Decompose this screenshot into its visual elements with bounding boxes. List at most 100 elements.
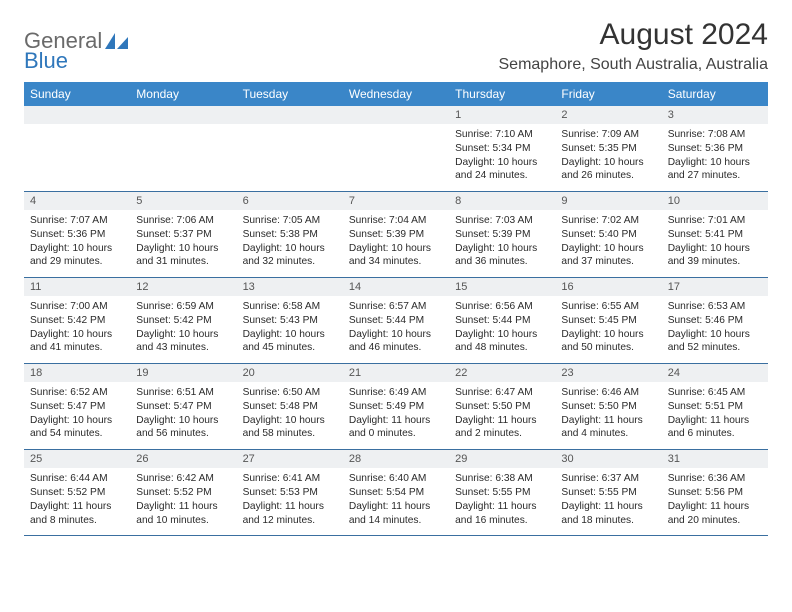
day-sunset: Sunset: 5:39 PM	[349, 228, 443, 242]
day-cell: Sunrise: 6:53 AMSunset: 5:46 PMDaylight:…	[662, 296, 768, 363]
weekday-header: Wednesday	[343, 82, 449, 106]
day-day1: Daylight: 11 hours	[668, 500, 762, 514]
day-number: 16	[555, 278, 661, 296]
day-day1: Daylight: 10 hours	[243, 414, 337, 428]
day-day2: and 20 minutes.	[668, 514, 762, 528]
day-day1: Daylight: 10 hours	[136, 242, 230, 256]
day-number: 15	[449, 278, 555, 296]
day-day1: Daylight: 11 hours	[668, 414, 762, 428]
day-number: 9	[555, 192, 661, 210]
day-sunset: Sunset: 5:50 PM	[455, 400, 549, 414]
day-sunset: Sunset: 5:42 PM	[30, 314, 124, 328]
day-sunset: Sunset: 5:35 PM	[561, 142, 655, 156]
day-sunset: Sunset: 5:55 PM	[455, 486, 549, 500]
day-day1: Daylight: 10 hours	[243, 328, 337, 342]
day-day2: and 24 minutes.	[455, 169, 549, 183]
day-sunset: Sunset: 5:44 PM	[349, 314, 443, 328]
day-number: 1	[449, 106, 555, 124]
day-day1: Daylight: 10 hours	[455, 242, 549, 256]
day-cell: Sunrise: 6:42 AMSunset: 5:52 PMDaylight:…	[130, 468, 236, 535]
day-day2: and 26 minutes.	[561, 169, 655, 183]
weekday-header-row: SundayMondayTuesdayWednesdayThursdayFrid…	[24, 82, 768, 106]
day-cell: Sunrise: 6:55 AMSunset: 5:45 PMDaylight:…	[555, 296, 661, 363]
day-number: 4	[24, 192, 130, 210]
day-day2: and 50 minutes.	[561, 341, 655, 355]
day-sunset: Sunset: 5:37 PM	[136, 228, 230, 242]
day-sunrise: Sunrise: 6:51 AM	[136, 386, 230, 400]
day-number: 29	[449, 450, 555, 468]
day-cell: Sunrise: 6:37 AMSunset: 5:55 PMDaylight:…	[555, 468, 661, 535]
logo-sail-icon	[104, 31, 130, 51]
details-row: Sunrise: 6:52 AMSunset: 5:47 PMDaylight:…	[24, 382, 768, 449]
logo-text-blue: Blue	[24, 48, 68, 74]
day-number: 11	[24, 278, 130, 296]
day-cell: Sunrise: 6:36 AMSunset: 5:56 PMDaylight:…	[662, 468, 768, 535]
day-sunrise: Sunrise: 7:08 AM	[668, 128, 762, 142]
day-cell: Sunrise: 6:44 AMSunset: 5:52 PMDaylight:…	[24, 468, 130, 535]
day-sunrise: Sunrise: 6:49 AM	[349, 386, 443, 400]
day-sunset: Sunset: 5:45 PM	[561, 314, 655, 328]
day-day2: and 37 minutes.	[561, 255, 655, 269]
day-number: 13	[237, 278, 343, 296]
day-day2: and 34 minutes.	[349, 255, 443, 269]
day-day2: and 32 minutes.	[243, 255, 337, 269]
day-number: 2	[555, 106, 661, 124]
daynum-row: 123	[24, 106, 768, 124]
day-day1: Daylight: 11 hours	[455, 414, 549, 428]
weekday-header: Friday	[555, 82, 661, 106]
day-sunset: Sunset: 5:46 PM	[668, 314, 762, 328]
day-sunrise: Sunrise: 6:44 AM	[30, 472, 124, 486]
day-day2: and 4 minutes.	[561, 427, 655, 441]
calendar: SundayMondayTuesdayWednesdayThursdayFrid…	[24, 82, 768, 536]
day-cell: Sunrise: 7:07 AMSunset: 5:36 PMDaylight:…	[24, 210, 130, 277]
day-day2: and 31 minutes.	[136, 255, 230, 269]
day-day2: and 2 minutes.	[455, 427, 549, 441]
day-cell: Sunrise: 7:00 AMSunset: 5:42 PMDaylight:…	[24, 296, 130, 363]
day-number: 23	[555, 364, 661, 382]
day-sunset: Sunset: 5:41 PM	[668, 228, 762, 242]
day-sunrise: Sunrise: 7:00 AM	[30, 300, 124, 314]
weekday-header: Sunday	[24, 82, 130, 106]
day-day2: and 46 minutes.	[349, 341, 443, 355]
week-row: 45678910Sunrise: 7:07 AMSunset: 5:36 PMD…	[24, 192, 768, 278]
day-number: 18	[24, 364, 130, 382]
day-sunset: Sunset: 5:40 PM	[561, 228, 655, 242]
day-cell: Sunrise: 6:46 AMSunset: 5:50 PMDaylight:…	[555, 382, 661, 449]
week-row: 25262728293031Sunrise: 6:44 AMSunset: 5:…	[24, 450, 768, 536]
day-day1: Daylight: 10 hours	[136, 414, 230, 428]
day-sunset: Sunset: 5:43 PM	[243, 314, 337, 328]
day-day2: and 10 minutes.	[136, 514, 230, 528]
day-number	[343, 106, 449, 124]
day-sunset: Sunset: 5:53 PM	[243, 486, 337, 500]
daynum-row: 45678910	[24, 192, 768, 210]
day-day2: and 54 minutes.	[30, 427, 124, 441]
day-day2: and 36 minutes.	[455, 255, 549, 269]
day-cell: Sunrise: 6:38 AMSunset: 5:55 PMDaylight:…	[449, 468, 555, 535]
day-cell: Sunrise: 6:45 AMSunset: 5:51 PMDaylight:…	[662, 382, 768, 449]
day-day1: Daylight: 10 hours	[30, 328, 124, 342]
week-row: 18192021222324Sunrise: 6:52 AMSunset: 5:…	[24, 364, 768, 450]
day-day1: Daylight: 10 hours	[668, 328, 762, 342]
header: General August 2024 Semaphore, South Aus…	[24, 18, 768, 74]
day-sunrise: Sunrise: 6:37 AM	[561, 472, 655, 486]
day-number: 7	[343, 192, 449, 210]
day-number	[130, 106, 236, 124]
day-sunrise: Sunrise: 7:07 AM	[30, 214, 124, 228]
day-day1: Daylight: 11 hours	[30, 500, 124, 514]
day-day1: Daylight: 11 hours	[349, 500, 443, 514]
weekday-header: Saturday	[662, 82, 768, 106]
day-number: 10	[662, 192, 768, 210]
day-sunrise: Sunrise: 7:06 AM	[136, 214, 230, 228]
day-day1: Daylight: 10 hours	[243, 242, 337, 256]
day-cell: Sunrise: 7:03 AMSunset: 5:39 PMDaylight:…	[449, 210, 555, 277]
day-day2: and 0 minutes.	[349, 427, 443, 441]
day-cell: Sunrise: 6:58 AMSunset: 5:43 PMDaylight:…	[237, 296, 343, 363]
day-sunset: Sunset: 5:48 PM	[243, 400, 337, 414]
day-sunset: Sunset: 5:54 PM	[349, 486, 443, 500]
day-sunrise: Sunrise: 6:38 AM	[455, 472, 549, 486]
details-row: Sunrise: 7:10 AMSunset: 5:34 PMDaylight:…	[24, 124, 768, 191]
day-sunset: Sunset: 5:47 PM	[136, 400, 230, 414]
day-number: 6	[237, 192, 343, 210]
day-day2: and 41 minutes.	[30, 341, 124, 355]
day-number: 28	[343, 450, 449, 468]
